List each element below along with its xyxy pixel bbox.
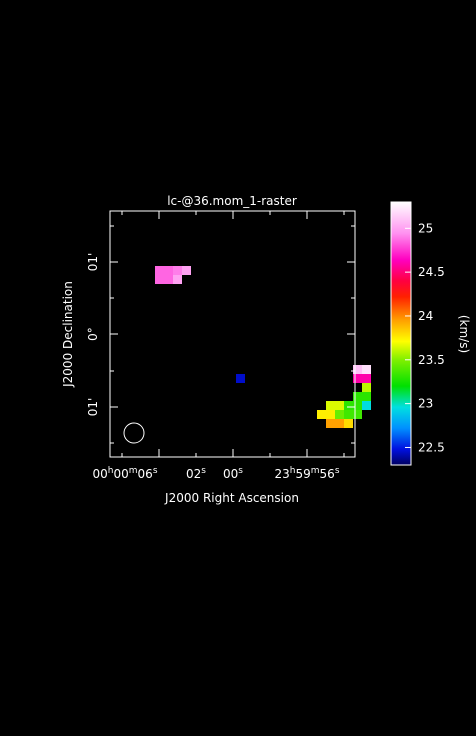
raster-pixel [335, 401, 344, 410]
colorbar-tick-label: 23 [418, 397, 433, 411]
x-tick-label: 00h00m06s [92, 466, 157, 481]
axis-ticks [110, 211, 355, 457]
raster-pixel [353, 392, 362, 401]
raster-pixel [164, 275, 173, 284]
raster-pixels [155, 266, 371, 428]
colorbar-tick-label: 25 [418, 221, 433, 235]
raster-pixel [344, 419, 353, 428]
x-tick-labels: 00h00m06s 02s 00s 23h59m56s [92, 466, 339, 481]
raster-pixel [335, 419, 344, 428]
raster-pixel [326, 401, 335, 410]
colorbar [390, 201, 412, 466]
colorbar-tick-label: 22.5 [418, 440, 445, 454]
y-tick-labels: 01' 0° 01' [86, 253, 100, 417]
plot-frame [109, 210, 356, 458]
raster-pixel [353, 374, 362, 383]
raster-pixel [353, 365, 362, 374]
x-tick-label: 00s [223, 466, 243, 481]
colorbar-tick-label: 24 [418, 309, 433, 323]
y-axis-label: J2000 Declination [61, 281, 75, 388]
y-tick-label: 0° [86, 327, 100, 341]
colorbar-ticks: 22.5 23 23.5 24 24.5 25 [405, 221, 445, 454]
raster-pixel [362, 383, 371, 392]
x-axis-label: J2000 Right Ascension [164, 491, 299, 505]
colorbar-tick-label: 23.5 [418, 353, 445, 367]
raster-pixel [335, 410, 344, 419]
raster-pixel [317, 410, 326, 419]
beam-ellipse [123, 422, 145, 444]
raster-pixel [353, 410, 362, 419]
y-tick-label: 01' [86, 253, 100, 272]
x-tick-label: 23h59m56s [274, 466, 339, 481]
raster-pixel [173, 266, 182, 275]
raster-pixel [164, 266, 173, 275]
colorbar-tick-label: 24.5 [418, 265, 445, 279]
colorbar-label: (km/s) [457, 315, 471, 353]
raster-pixel [353, 401, 362, 410]
raster-pixel [362, 365, 371, 374]
raster-pixel [155, 275, 164, 284]
raster-pixel [326, 419, 335, 428]
raster-pixel [173, 275, 182, 284]
raster-pixel [344, 401, 353, 410]
raster-pixel [326, 410, 335, 419]
raster-pixel [182, 266, 191, 275]
raster-pixel [362, 401, 371, 410]
raster-pixel [344, 410, 353, 419]
y-tick-label: 01' [86, 398, 100, 417]
x-tick-label: 02s [186, 466, 206, 481]
chart-title: lc-@36.mom_1-raster [167, 194, 297, 208]
raster-pixel [362, 374, 371, 383]
raster-pixel [155, 266, 164, 275]
raster-pixel [236, 374, 245, 383]
raster-pixel [362, 392, 371, 401]
